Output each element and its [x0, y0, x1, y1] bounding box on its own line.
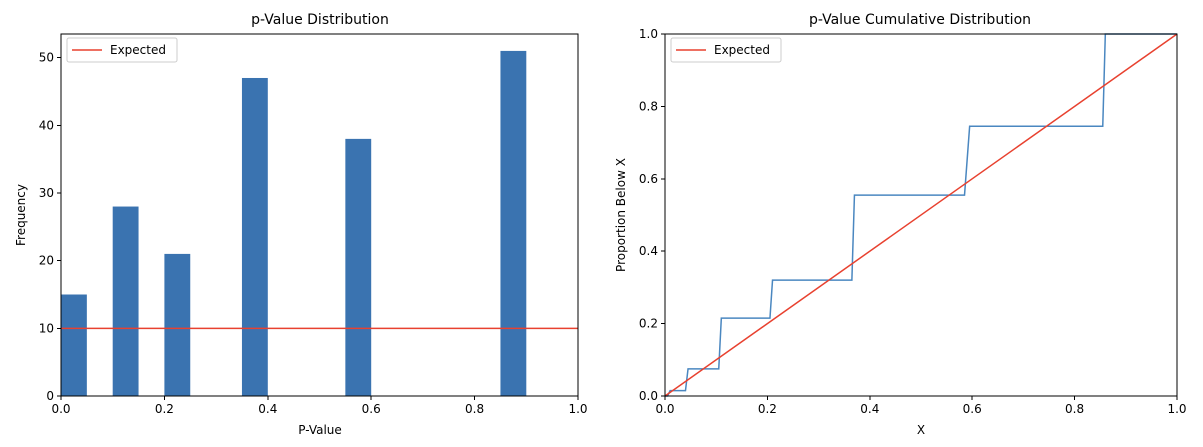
histogram-bar: [112, 206, 139, 396]
legend-label-expected: Expected: [714, 43, 770, 57]
y-tick-label: 1.0: [639, 27, 658, 41]
x-tick-label: 0.6: [963, 402, 982, 416]
y-tick-label: 20: [39, 254, 54, 268]
y-tick-label: 0.8: [639, 99, 658, 113]
histogram-bar: [164, 253, 191, 396]
histogram-bar: [61, 294, 87, 396]
x-tick-label: 0.4: [860, 402, 879, 416]
x-axis-label: P-Value: [298, 423, 342, 437]
histogram-chart: p-Value Distribution 0.0 0.2 0.4 0.6 0.8 1.0 …: [14, 12, 588, 437]
legend-box: [66, 37, 178, 63]
y-tick-label: 0.2: [639, 317, 658, 331]
y-tick-label: 50: [39, 51, 54, 65]
legend: Expected: [66, 37, 178, 63]
x-tick-label: 0.0: [51, 402, 70, 416]
x-tick-label: 0.2: [758, 402, 777, 416]
x-tick-label: 0.2: [155, 402, 174, 416]
histogram-bar: [500, 50, 527, 396]
y-tick-label: 0.6: [639, 172, 658, 186]
chart-title: p-Value Cumulative Distribution: [809, 12, 1031, 28]
y-axis-ticks: 0 10 20 30 40 50: [39, 51, 61, 403]
cdf-series-line: [665, 33, 1177, 397]
x-axis-ticks: 0.0 0.2 0.4 0.6 0.8 1.0: [655, 396, 1187, 416]
cdf-chart: p-Value Cumulative Distribution 0.0 0.2 0.…: [614, 12, 1187, 437]
expected-line: [664, 33, 1178, 397]
x-axis-ticks: 0.0 0.2 0.4 0.6 0.8 1.0: [51, 396, 588, 416]
legend-label-expected: Expected: [110, 43, 166, 57]
legend: Expected: [670, 37, 782, 63]
histogram-bar: [241, 77, 268, 396]
x-tick-label: 1.0: [568, 402, 587, 416]
x-tick-label: 0.8: [465, 402, 484, 416]
y-tick-label: 0.4: [639, 244, 658, 258]
y-tick-label: 40: [39, 118, 54, 132]
legend-box: [670, 37, 782, 63]
y-tick-label: 10: [39, 321, 54, 335]
y-tick-label: 0.0: [639, 389, 658, 403]
x-tick-label: 0.0: [655, 402, 674, 416]
x-axis-label: X: [917, 423, 925, 437]
y-axis-label: Proportion Below X: [614, 158, 628, 272]
x-tick-label: 0.4: [258, 402, 277, 416]
chart-title: p-Value Distribution: [251, 12, 389, 28]
y-axis-label: Frequency: [14, 184, 28, 246]
plot-frame: [60, 33, 579, 397]
cdf-lines: [664, 33, 1178, 397]
y-tick-label: 0: [46, 389, 54, 403]
x-tick-label: 0.8: [1065, 402, 1084, 416]
histogram-bars: [61, 50, 527, 396]
plot-frame: [664, 33, 1178, 397]
histogram-bar: [345, 138, 372, 396]
y-tick-label: 30: [39, 186, 54, 200]
x-tick-label: 1.0: [1167, 402, 1186, 416]
x-tick-label: 0.6: [362, 402, 381, 416]
y-axis-ticks: 0.0 0.2 0.4 0.6 0.8 1.0: [639, 27, 665, 403]
